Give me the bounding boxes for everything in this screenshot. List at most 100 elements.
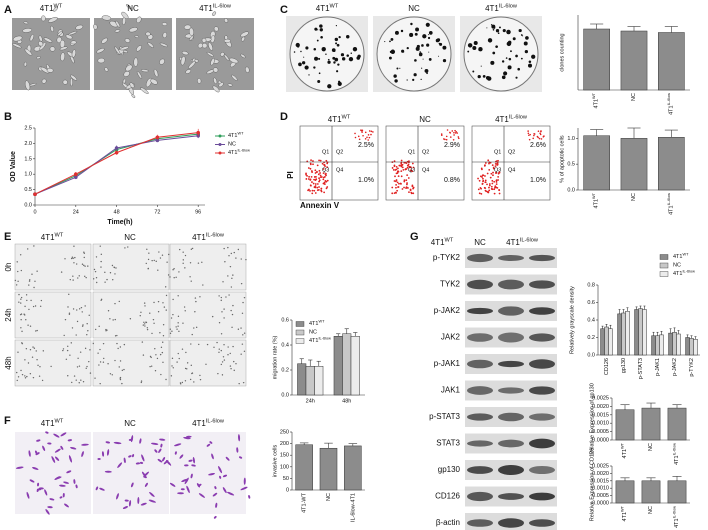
group-label-text: 4T1 — [506, 238, 520, 247]
blot-label: gp130 — [438, 465, 461, 474]
colony — [520, 34, 523, 36]
y-tick-label: 100 — [280, 464, 289, 470]
cell-dot — [62, 348, 65, 350]
x-tick-label: 48 — [114, 209, 120, 215]
band — [467, 307, 493, 315]
event — [410, 192, 413, 195]
cell-dot — [154, 369, 157, 372]
band — [498, 465, 524, 475]
cell-dot — [162, 341, 164, 343]
cell-dot — [79, 351, 82, 353]
cell-dot — [17, 351, 19, 353]
bar — [600, 328, 605, 356]
cell-dot — [227, 275, 229, 277]
cell-dot — [27, 324, 29, 326]
cell-dot — [221, 374, 224, 376]
quadrant-label: Q3 — [322, 167, 329, 173]
colony — [480, 65, 482, 67]
cell — [46, 68, 54, 73]
legend-swatch — [659, 271, 669, 277]
cell-dot — [162, 302, 164, 304]
cell-dot — [172, 269, 174, 271]
invasive-cell — [124, 499, 129, 502]
x-tick-label-text: 4T1 — [674, 455, 680, 464]
invasive-cell — [81, 451, 84, 457]
colony — [305, 46, 309, 50]
cell-dot — [95, 256, 98, 258]
bar — [634, 309, 639, 356]
cell — [145, 31, 151, 37]
invasive-cell — [122, 506, 128, 509]
quadrant-label: Q1 — [494, 149, 501, 155]
bar — [305, 366, 315, 396]
cell-dot — [190, 364, 193, 367]
invasive-cell — [206, 443, 211, 447]
event — [412, 187, 415, 190]
band — [498, 306, 524, 316]
event — [362, 134, 364, 137]
cell — [183, 24, 192, 30]
event — [487, 159, 490, 162]
event — [306, 174, 308, 177]
colony — [482, 75, 486, 78]
cell-dot — [129, 318, 132, 320]
event — [395, 166, 398, 168]
cell — [181, 50, 189, 56]
cell-dot — [21, 330, 23, 333]
cell-dot — [225, 296, 227, 298]
event — [488, 186, 490, 189]
blot-label: p-JAK1 — [434, 359, 461, 368]
band — [467, 253, 493, 263]
wound-image — [169, 243, 247, 291]
legend-label: 4T1IL-6low — [309, 337, 331, 345]
cell-dot — [72, 308, 75, 310]
cell-dot — [161, 254, 164, 256]
event — [319, 174, 322, 177]
event — [367, 139, 370, 141]
invasive-cell — [64, 503, 69, 508]
invasive-cell — [208, 473, 215, 476]
colony — [528, 63, 533, 68]
cell-dot — [235, 257, 237, 259]
event — [394, 175, 396, 178]
bar — [668, 332, 673, 356]
y-tick-label: 0.6 — [281, 317, 289, 323]
colony — [428, 31, 433, 35]
invasive-cell — [60, 432, 67, 437]
cell-dot — [232, 304, 234, 307]
percent-label: 2.6% — [530, 142, 546, 149]
cell-dot — [27, 362, 30, 364]
cell-dot — [157, 300, 160, 303]
cell-dot — [114, 273, 116, 275]
percent-label: 2.9% — [444, 142, 460, 149]
colony — [498, 26, 501, 29]
colony — [303, 56, 305, 58]
colony — [313, 48, 317, 51]
cell — [40, 66, 50, 74]
colony — [427, 34, 429, 36]
cell-dot — [23, 313, 25, 315]
y-tick-label: 0.0025 — [592, 395, 609, 401]
colony — [318, 57, 321, 60]
colony — [505, 57, 508, 59]
cell-dot — [65, 358, 68, 360]
event — [317, 188, 320, 191]
x-tick-label: 24h — [306, 398, 315, 404]
cell-dot — [118, 366, 120, 368]
event — [484, 181, 487, 184]
cell-dot — [29, 325, 32, 327]
cell-dot — [182, 259, 184, 261]
cell-dot — [107, 310, 110, 312]
cell-dot — [82, 381, 85, 383]
event — [494, 185, 497, 188]
colony — [325, 53, 327, 55]
x-tick-label: CD126 — [604, 358, 610, 375]
colony — [442, 45, 447, 50]
cell — [41, 78, 47, 84]
cell-dot — [223, 308, 225, 310]
colony — [295, 42, 300, 48]
wound-image — [14, 243, 92, 291]
cell — [49, 46, 56, 52]
cell-dot — [242, 301, 244, 304]
colony — [515, 76, 518, 79]
